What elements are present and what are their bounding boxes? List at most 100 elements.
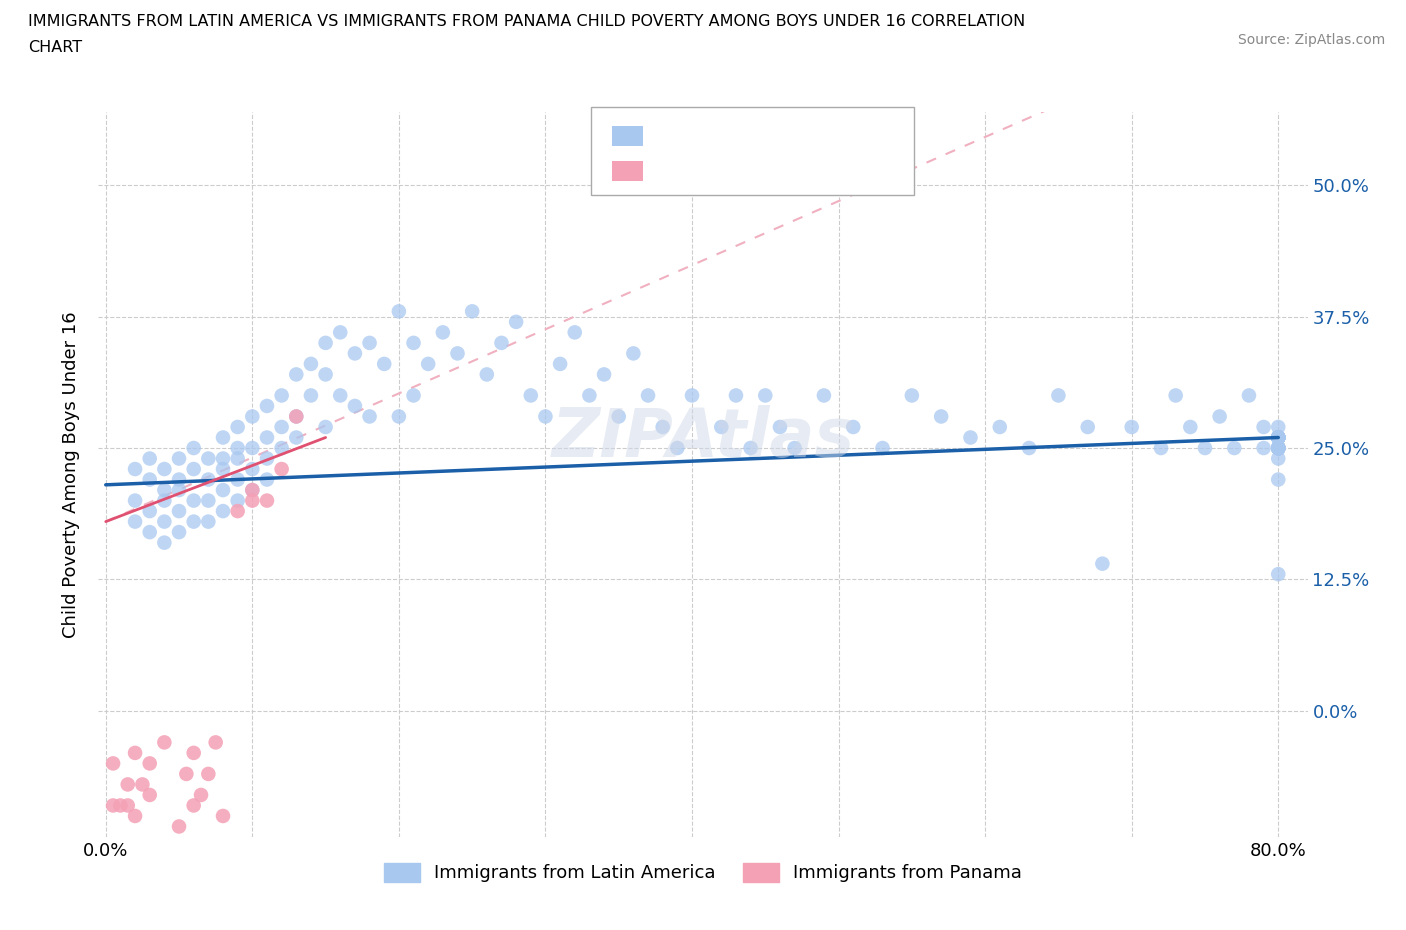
Point — [783, 441, 806, 456]
Point — [1267, 430, 1289, 445]
Point — [1194, 441, 1216, 456]
Point — [153, 535, 176, 550]
Point — [256, 493, 278, 508]
Point — [1267, 419, 1289, 434]
Point — [117, 777, 139, 791]
Text: R = 0.088   N = 143: R = 0.088 N = 143 — [651, 122, 851, 140]
Point — [402, 388, 425, 403]
Text: CHART: CHART — [28, 40, 82, 55]
Point — [197, 766, 219, 781]
Point — [153, 735, 176, 750]
Point — [1208, 409, 1230, 424]
Point — [1267, 441, 1289, 456]
Point — [183, 461, 205, 476]
Point — [1091, 556, 1114, 571]
Point — [607, 409, 630, 424]
Point — [190, 788, 212, 803]
Point — [124, 493, 146, 508]
Point — [491, 336, 513, 351]
Point — [1267, 566, 1289, 581]
Point — [475, 367, 498, 382]
Point — [446, 346, 468, 361]
Point — [183, 493, 205, 508]
Point — [212, 451, 235, 466]
Point — [1267, 441, 1289, 456]
Point — [343, 399, 366, 414]
Point — [285, 409, 308, 424]
Point — [1267, 441, 1289, 456]
Y-axis label: Child Poverty Among Boys Under 16: Child Poverty Among Boys Under 16 — [62, 311, 80, 638]
Point — [651, 419, 673, 434]
Point — [548, 356, 571, 371]
Point — [1267, 430, 1289, 445]
Point — [505, 314, 527, 329]
Point — [1267, 441, 1289, 456]
Point — [1267, 430, 1289, 445]
Point — [256, 472, 278, 487]
Point — [153, 493, 176, 508]
Point — [176, 766, 198, 781]
Point — [1267, 430, 1289, 445]
Point — [256, 451, 278, 466]
Point — [124, 514, 146, 529]
Point — [240, 441, 263, 456]
Point — [167, 483, 190, 498]
Legend: Immigrants from Latin America, Immigrants from Panama: Immigrants from Latin America, Immigrant… — [384, 863, 1022, 883]
Point — [740, 441, 762, 456]
Point — [197, 514, 219, 529]
Point — [988, 419, 1011, 434]
Point — [359, 409, 381, 424]
Point — [1267, 441, 1289, 456]
Point — [167, 472, 190, 487]
Point — [183, 798, 205, 813]
Point — [564, 325, 586, 339]
Point — [1267, 441, 1289, 456]
Point — [197, 451, 219, 466]
Text: Source: ZipAtlas.com: Source: ZipAtlas.com — [1237, 33, 1385, 46]
Point — [138, 525, 160, 539]
Point — [124, 461, 146, 476]
Point — [110, 798, 132, 813]
Point — [1267, 430, 1289, 445]
Point — [593, 367, 616, 382]
Point — [183, 746, 205, 761]
Point — [138, 472, 160, 487]
Point — [131, 777, 153, 791]
Point — [1253, 441, 1275, 456]
Point — [153, 461, 176, 476]
Point — [270, 461, 292, 476]
Point — [101, 756, 124, 771]
Point — [343, 346, 366, 361]
Point — [1267, 430, 1289, 445]
Point — [754, 388, 776, 403]
Point — [138, 504, 160, 519]
Point — [1267, 441, 1289, 456]
Point — [226, 504, 249, 519]
Point — [520, 388, 543, 403]
Text: R = 0.062   N =  25: R = 0.062 N = 25 — [651, 156, 851, 174]
Point — [124, 746, 146, 761]
Point — [359, 336, 381, 351]
Point — [285, 430, 308, 445]
Point — [299, 388, 322, 403]
Point — [432, 325, 454, 339]
Point — [1253, 419, 1275, 434]
Point — [388, 304, 411, 319]
Point — [138, 451, 160, 466]
Point — [637, 388, 659, 403]
Point — [299, 356, 322, 371]
Point — [138, 788, 160, 803]
Point — [315, 419, 337, 434]
Point — [315, 367, 337, 382]
Point — [681, 388, 703, 403]
Point — [1267, 430, 1289, 445]
Point — [1223, 441, 1246, 456]
Point — [101, 798, 124, 813]
Point — [842, 419, 865, 434]
Text: ZIPAtlas: ZIPAtlas — [551, 405, 855, 471]
Point — [1267, 441, 1289, 456]
Point — [1164, 388, 1187, 403]
Point — [1267, 430, 1289, 445]
Point — [240, 483, 263, 498]
Point — [167, 819, 190, 834]
